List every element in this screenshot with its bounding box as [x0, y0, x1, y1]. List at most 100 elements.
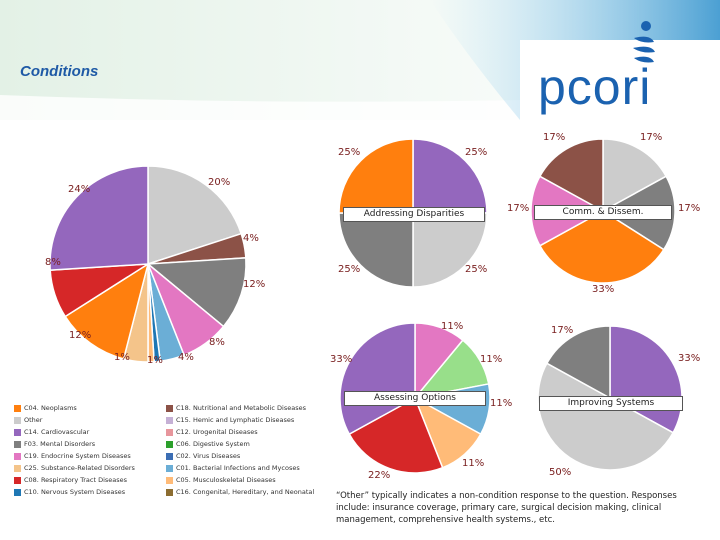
- legend-label: C12. Urogenital Diseases: [176, 428, 258, 436]
- pie-slice-neoplasms: [338, 138, 414, 214]
- legend-item: C06. Digestive System: [166, 440, 250, 448]
- legend-item: C04. Neoplasms: [14, 404, 77, 412]
- legend-swatch: [14, 464, 21, 472]
- legend-label: C04. Neoplasms: [24, 404, 77, 412]
- overall-label-bacterial: 1%: [147, 355, 163, 366]
- legend-item: F03. Mental Disorders: [14, 440, 95, 448]
- assessing-label-1: 11%: [441, 321, 464, 332]
- pie-slice-c14-cardiovascular: [147, 165, 243, 266]
- comm-title: Comm. & Dissem.: [534, 205, 672, 220]
- legend-item: C05. Musculoskeletal Diseases: [166, 476, 276, 484]
- legend-label: C10. Nervous System Diseases: [24, 488, 126, 496]
- legend-swatch: [166, 464, 173, 472]
- legend-swatch: [14, 404, 21, 412]
- pie-slice-mental-disorders: [338, 212, 414, 288]
- legend-swatch: [166, 428, 173, 436]
- pie-addressing-disparities: [338, 138, 488, 288]
- legend-label: C01. Bacterial Infections and Mycoses: [176, 464, 300, 472]
- legend-swatch: [166, 452, 173, 460]
- comm-label-2: 17%: [678, 203, 701, 214]
- pie-slice-endocrine: [538, 138, 604, 213]
- legend-label: Other: [24, 416, 43, 424]
- improving-label-2: 50%: [549, 467, 572, 478]
- disparities-label-2: 25%: [465, 264, 488, 275]
- improving-label-1: 33%: [678, 353, 701, 364]
- legend-item: C01. Bacterial Infections and Mycoses: [166, 464, 300, 472]
- assessing-label-6: 33%: [330, 354, 353, 365]
- legend-label: C05. Musculoskeletal Diseases: [176, 476, 276, 484]
- legend-item: C19. Endocrine System Diseases: [14, 452, 131, 460]
- disparities-label-4: 25%: [338, 147, 361, 158]
- legend-label: C08. Respiratory Tract Diseases: [24, 476, 128, 484]
- legend-item: C25. Substance-Related Disorders: [14, 464, 135, 472]
- legend-swatch: [14, 488, 21, 496]
- comm-label-5: 17%: [543, 132, 566, 143]
- legend-swatch: [14, 452, 21, 460]
- legend-label: C14. Cardiovascular: [24, 428, 90, 436]
- legend-swatch: [166, 416, 173, 424]
- pie-slice-mental-disorders: [545, 325, 611, 400]
- disparities-title: Addressing Disparities: [343, 207, 485, 222]
- pie-improving-systems: [537, 325, 683, 471]
- assessing-label-5: 22%: [368, 470, 391, 481]
- legend-swatch: [166, 404, 173, 412]
- overall-label-cardiovascular: 20%: [208, 177, 231, 188]
- pcori-logo: pcori: [538, 59, 652, 115]
- pie-slice-c23-pathological-conditions: [64, 262, 150, 360]
- overall-label-pathological: 12%: [69, 330, 92, 341]
- overall-label-neoplasms: 4%: [243, 233, 259, 244]
- legend-label: C02. Virus Diseases: [176, 452, 241, 460]
- pie-slice-cardiovascular: [348, 396, 444, 474]
- assessing-label-4: 11%: [462, 458, 485, 469]
- disparities-label-1: 25%: [465, 147, 488, 158]
- legend-item: C16. Congenital, Hereditary, and Neonata…: [166, 488, 314, 496]
- legend-label: C16. Congenital, Hereditary, and Neonata…: [176, 488, 315, 496]
- slide-title: Conditions: [20, 63, 99, 80]
- legend-swatch: [14, 476, 21, 484]
- legend-item: C10. Nervous System Diseases: [14, 488, 125, 496]
- pie-slice-other: [49, 165, 149, 271]
- legend-item: C08. Respiratory Tract Diseases: [14, 476, 127, 484]
- legend-swatch: [14, 416, 21, 424]
- legend-swatch: [14, 440, 21, 448]
- comm-label-1: 17%: [640, 132, 663, 143]
- pie-slice-cardiovascular: [602, 138, 668, 213]
- legend-label: C15. Hemic and Lymphatic Diseases: [176, 416, 295, 424]
- comm-label-4: 17%: [507, 203, 530, 214]
- pie-slice-cardiovascular: [412, 212, 488, 288]
- pie-overall: [49, 165, 247, 363]
- assessing-label-3: 11%: [490, 398, 513, 409]
- overall-label-nervous: 8%: [209, 337, 225, 348]
- assessing-label-2: 11%: [480, 354, 503, 365]
- legend-item: C12. Urogenital Diseases: [166, 428, 258, 436]
- overall-label-musculoskeletal: 1%: [114, 352, 130, 363]
- footnote: “Other” typically indicates a non-condit…: [336, 491, 677, 525]
- pie-slice-f03-mental-disorders: [146, 257, 247, 328]
- legend-label: C19. Endocrine System Diseases: [24, 452, 131, 460]
- overall-label-digestive: 4%: [178, 352, 194, 363]
- overall-label-respiratory: 8%: [45, 257, 61, 268]
- improving-label-3: 17%: [551, 325, 574, 336]
- disparities-label-3: 25%: [338, 264, 361, 275]
- legend-label: C18. Nutritional and Metabolic Diseases: [176, 404, 306, 412]
- legend-swatch: [166, 488, 173, 496]
- legend-swatch: [166, 476, 173, 484]
- legend-label: C25. Substance-Related Disorders: [24, 464, 135, 472]
- overall-label-other: 24%: [68, 184, 91, 195]
- legend-item: C14. Cardiovascular: [14, 428, 89, 436]
- overall-label-mental: 12%: [243, 279, 266, 290]
- legend-item: C18. Nutritional and Metabolic Diseases: [166, 404, 306, 412]
- legend-swatch: [166, 440, 173, 448]
- legend-item: C02. Virus Diseases: [166, 452, 240, 460]
- pie-slice-cardiovascular: [537, 362, 675, 471]
- assessing-title: Assessing Options: [344, 391, 486, 406]
- pie-slice-other: [412, 138, 488, 214]
- improving-title: Improving Systems: [539, 396, 683, 411]
- legend-swatch: [14, 428, 21, 436]
- comm-label-3: 33%: [592, 284, 615, 295]
- legend-label: F03. Mental Disorders: [24, 440, 96, 448]
- pie-assessing-options: [339, 322, 491, 474]
- pcori-figure-icon: [633, 21, 655, 63]
- legend-label: C06. Digestive System: [176, 440, 250, 448]
- legend-item: C15. Hemic and Lymphatic Diseases: [166, 416, 294, 424]
